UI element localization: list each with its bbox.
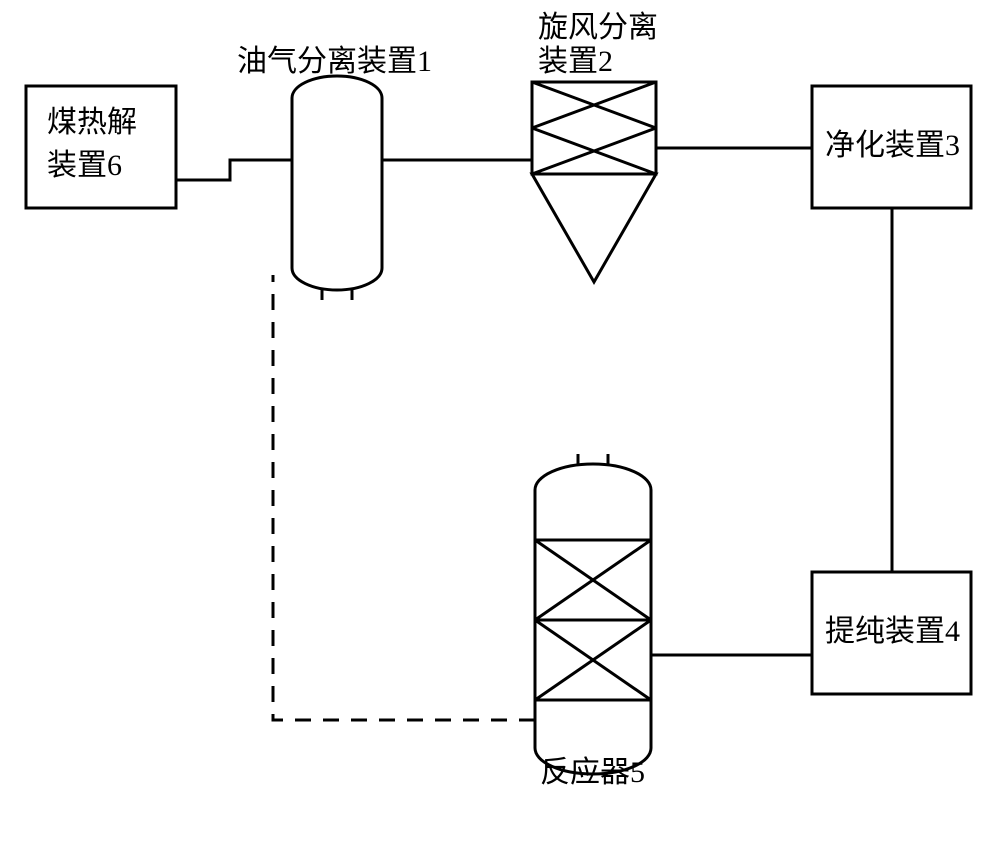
cyclone-label-1: 旋风分离 [538,11,658,44]
coal-pyrolysis-label-2: 装置6 [47,149,122,182]
purification-label: 净化装置3 [825,129,960,162]
reactor [535,454,651,774]
edge-reactor5-vessel1 [273,275,535,720]
coal-pyrolysis-box [26,86,176,208]
refining-label: 提纯装置4 [825,615,960,648]
coal-pyrolysis-label-1: 煤热解 [47,106,137,139]
cyclone-separator [532,82,656,282]
oil-gas-separator [292,76,382,300]
oil-gas-separator-label: 油气分离装置1 [237,45,432,78]
edge-box6-vessel1 [176,160,292,180]
cyclone-label-2: 装置2 [538,45,613,78]
reactor-label: 反应器5 [540,756,645,789]
